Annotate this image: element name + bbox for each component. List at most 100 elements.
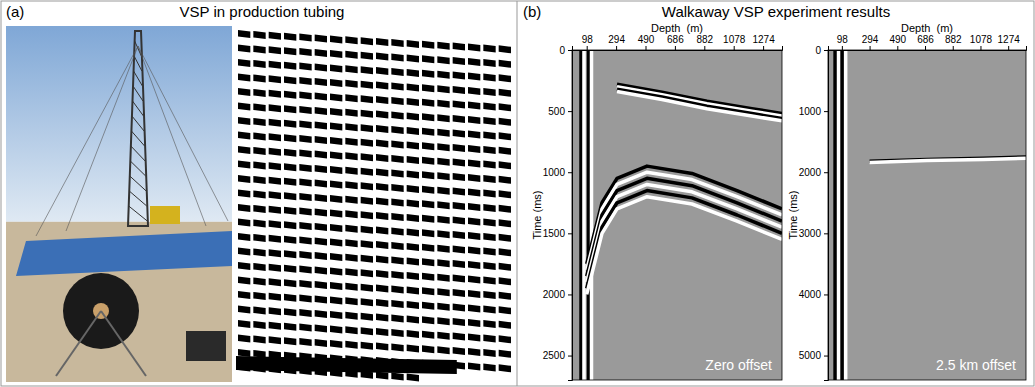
seismic-event — [587, 191, 782, 289]
wiggle-lobe — [315, 209, 327, 217]
wiggle-lobe — [315, 180, 327, 188]
wiggle-lobe — [361, 153, 373, 161]
seismic-event — [617, 92, 782, 121]
wiggle-lobe — [453, 333, 465, 341]
panel-letter: (b) — [523, 3, 541, 20]
y-tick-mark — [824, 50, 828, 51]
x-axis-line — [573, 46, 783, 51]
wiggle-lobe — [468, 319, 480, 327]
x-tick-label: 1078 — [723, 34, 746, 45]
x-tick-mark — [953, 46, 954, 50]
x-tick: 490 — [638, 34, 655, 50]
wiggle-lobe — [422, 200, 434, 208]
y-tick-label: 2000 — [543, 289, 566, 300]
wiggle-lobe — [269, 307, 281, 315]
wiggle-lobe — [391, 213, 403, 221]
wiggle-lobe — [238, 219, 250, 227]
panel-title: VSP in production tubing — [180, 3, 345, 20]
wiggle-lobe — [238, 161, 250, 169]
x-tick-mark — [616, 46, 617, 50]
wiggle-lobe — [238, 30, 250, 38]
y-tick: 0 — [815, 45, 828, 56]
seismic-event — [587, 50, 591, 380]
wiggle-lobe — [330, 50, 342, 58]
seismic-event — [590, 50, 594, 380]
event-lines — [581, 50, 782, 380]
wiggle-lobe — [299, 309, 311, 317]
wiggle-lobe — [468, 102, 480, 110]
y-tick-label: 5000 — [799, 350, 822, 361]
wiggle-lobe — [238, 320, 250, 328]
x-tick-mark — [704, 46, 705, 50]
wiggle-lobe — [468, 247, 480, 255]
y-tick-mark — [824, 233, 828, 234]
x-tick-mark — [675, 46, 676, 50]
wiggle-lobe — [376, 227, 388, 235]
wiggle-lobe — [422, 273, 434, 281]
photo-derrick-bar — [134, 71, 143, 86]
y-tick-label: 2000 — [799, 167, 822, 178]
wiggle-lobe — [238, 117, 250, 125]
wiggle-lobe — [376, 82, 388, 90]
wiggle-lobe — [253, 118, 265, 126]
wiggle-lobe — [284, 250, 296, 258]
wiggle-lobe — [376, 270, 388, 278]
wiggle-lobe — [391, 373, 403, 381]
wiggle-lobe — [345, 312, 357, 320]
wiggle-lobe — [299, 34, 311, 42]
wiggle-lobe — [422, 41, 434, 49]
wiggle-lobe — [483, 59, 495, 67]
wiggle-lobe — [483, 334, 495, 342]
x-tick-label: 294 — [608, 34, 625, 45]
wiggle-lobe — [483, 175, 495, 183]
wiggle-lobe — [284, 163, 296, 171]
wiggle-lobe — [391, 228, 403, 236]
x-tick: 882 — [945, 34, 962, 50]
wiggle-lobe — [391, 97, 403, 105]
wiggle-lobe — [299, 106, 311, 114]
wiggle-lobe — [315, 136, 327, 144]
y-tick: 5000 — [799, 350, 828, 361]
wiggle-lobe — [361, 182, 373, 190]
x-tick: 882 — [696, 34, 713, 50]
wiggle-lobe — [453, 246, 465, 254]
photo-derrick-bar — [132, 116, 144, 131]
wiggle-background — [236, 26, 512, 382]
wiggle-lobe — [376, 299, 388, 307]
y-axis: 05001000150020002500 — [543, 45, 573, 381]
photo-reel-stand — [101, 311, 146, 376]
wiggle-lobe — [253, 45, 265, 53]
seismic-event — [837, 50, 841, 380]
wiggle-lobe — [422, 345, 434, 353]
wiggle-lobe — [407, 40, 419, 48]
wiggle-lobe — [468, 290, 480, 298]
wiggle-lobe — [269, 278, 281, 286]
wiggle-lobe — [269, 235, 281, 243]
wiggle-lobe — [269, 249, 281, 257]
wiggle-lobe — [437, 201, 449, 209]
wiggle-lobe — [330, 224, 342, 232]
wiggle-lobe — [391, 315, 403, 323]
x-tick-label: 1274 — [752, 34, 775, 45]
wiggle-lobe — [391, 271, 403, 279]
wiggle-lobe — [499, 335, 511, 343]
event-lines — [835, 50, 1026, 380]
wiggle-lobe — [269, 104, 281, 112]
wiggle-lobe — [299, 92, 311, 100]
wiggle-lobe — [269, 133, 281, 141]
seismic-event — [833, 50, 837, 380]
wiggle-lobe — [391, 112, 403, 120]
x-tick-mark — [897, 46, 898, 50]
photo-derrick-bar — [135, 41, 142, 56]
wiggle-lobe — [284, 33, 296, 41]
wiggle-lobe — [284, 62, 296, 70]
wiggle-lobe — [269, 322, 281, 330]
chart-title: Zero offset — [705, 357, 772, 373]
wiggle-lobe — [453, 115, 465, 123]
wiggle-lobe — [483, 160, 495, 168]
wiggle-lobe — [376, 140, 388, 148]
wiggle-lobe — [407, 127, 419, 135]
wiggle-lobe — [330, 93, 342, 101]
x-tick: 1078 — [723, 34, 746, 50]
x-tick-label: 686 — [667, 34, 684, 45]
